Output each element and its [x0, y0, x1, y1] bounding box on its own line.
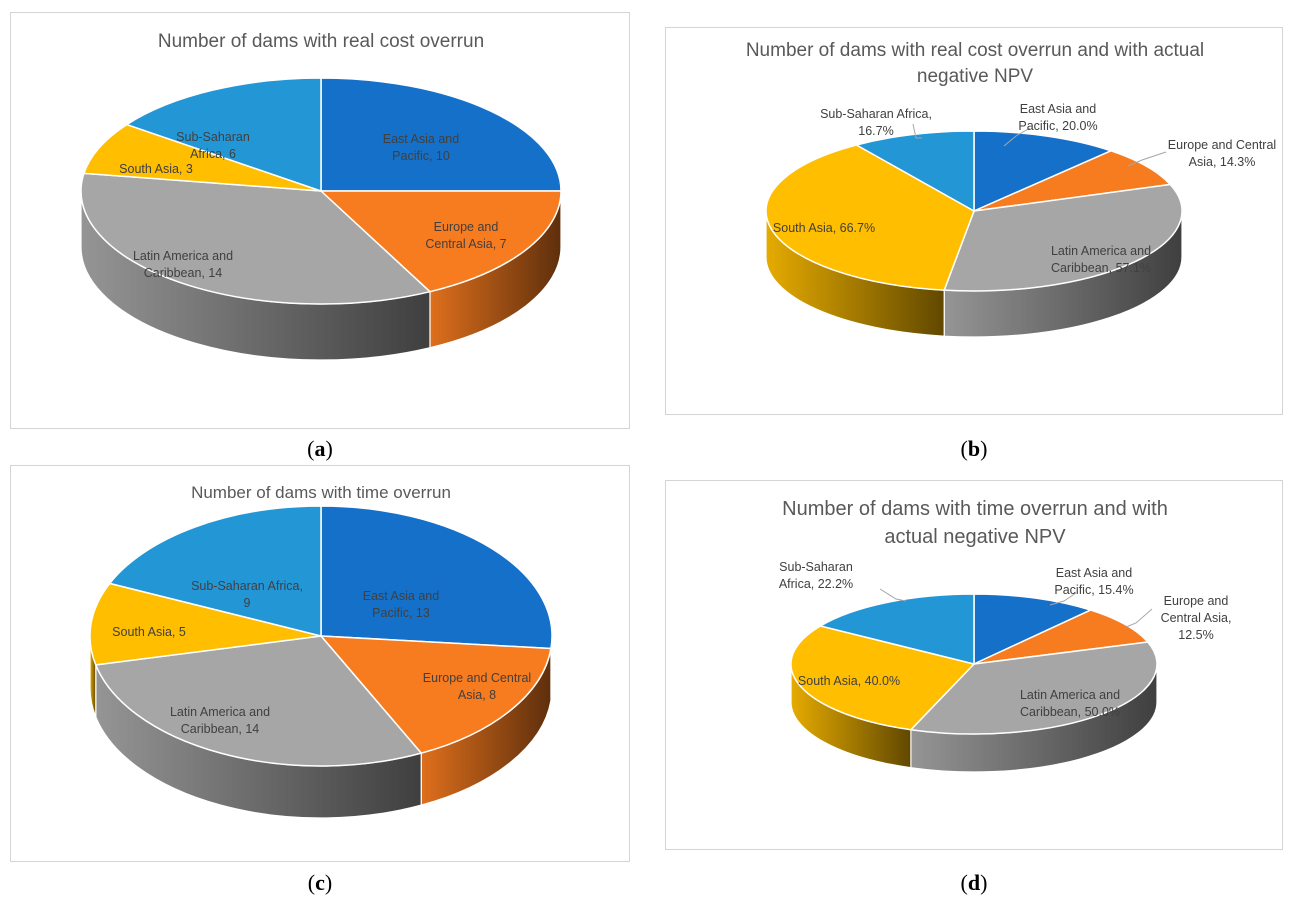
- chart-title: Number of dams with time overrun and wit…: [782, 498, 1168, 520]
- data-label-sub-saharan-africa: Sub-Saharan Africa, 6: [176, 130, 250, 161]
- pie-slice-europe-central-asia: [319, 190, 562, 293]
- pie-slice-south-asia: [790, 625, 976, 731]
- data-label-sub-saharan-africa: Sub-Saharan Africa, 16.7%: [820, 107, 932, 138]
- chart-title: Number of dams with real cost overrun: [158, 31, 484, 52]
- caption-d: (d): [960, 870, 988, 895]
- pie-slice-sub-saharan-africa: [818, 593, 975, 665]
- data-label-europe-central-asia: Europe and Central Asia, 12.5%: [1161, 594, 1232, 642]
- pie-slice-east-asia: [320, 505, 553, 650]
- data-label-latin-america: Latin America and Caribbean, 14: [170, 705, 270, 736]
- data-label-latin-america: Latin America and Caribbean, 14: [133, 249, 233, 280]
- pie-slice-europe-central-asia: [319, 635, 552, 754]
- leader-line-europe-central-asia: [1125, 608, 1153, 628]
- pie-chart-d: Number of dams with time overrun and wit…: [779, 498, 1232, 773]
- chart-title: negative NPV: [917, 66, 1034, 87]
- data-label-south-asia: South Asia, 3: [119, 162, 193, 176]
- pie-slice-sub-saharan-africa: [854, 130, 975, 213]
- pie-slice-east-asia: [973, 130, 1114, 213]
- data-label-south-asia: South Asia, 5: [112, 625, 186, 639]
- pie-slice-sub-saharan-africa: [108, 505, 322, 637]
- chart-title: Number of dams with time overrun: [191, 483, 451, 502]
- chart-panel-b: Number of dams with real cost overrun an…: [665, 27, 1283, 415]
- data-label-europe-central-asia: Europe and Central Asia, 14.3%: [1168, 138, 1276, 169]
- data-label-sub-saharan-africa: Sub-Saharan Africa, 22.2%: [779, 560, 853, 591]
- leader-line-east-asia: [1049, 592, 1077, 606]
- pie-chart-c: Number of dams with time overrun East Asi…: [89, 483, 553, 819]
- pie-slice-sub-saharan-africa: [125, 77, 322, 193]
- pie-chart-b: Number of dams with real cost overrun an…: [746, 40, 1276, 338]
- pie-slice-europe-central-asia: [973, 149, 1172, 212]
- pie-slice-latin-america: [94, 635, 423, 767]
- chart-title: actual negative NPV: [884, 526, 1066, 548]
- data-label-east-asia: East Asia and Pacific, 15.4%: [1054, 566, 1133, 597]
- data-label-east-asia: East Asia and Pacific, 13: [363, 589, 439, 620]
- data-label-europe-central-asia: Europe and Central Asia, 8: [423, 671, 531, 702]
- pie-slice-south-asia: [82, 123, 322, 192]
- data-label-latin-america: Latin America and Caribbean, 50.0%: [1020, 688, 1120, 719]
- pie-slice-south-asia: [765, 144, 975, 291]
- data-label-south-asia: South Asia, 66.7%: [773, 221, 875, 235]
- pie-slice-east-asia: [973, 593, 1093, 666]
- pie-slice-latin-america: [943, 183, 1183, 292]
- pie-chart-a: Number of dams with real cost overrun Eas…: [80, 31, 562, 361]
- data-label-south-asia: South Asia, 40.0%: [798, 674, 900, 688]
- chart-panel-c: Number of dams with time overrun East Asi…: [10, 465, 630, 862]
- leader-line-sub-saharan-africa: [912, 123, 922, 139]
- leader-line-sub-saharan-africa: [879, 588, 907, 602]
- data-label-latin-america: Latin America and Caribbean, 57.1%: [1051, 244, 1151, 275]
- caption-a: (a): [307, 436, 333, 461]
- pie-slice-europe-central-asia: [973, 609, 1150, 665]
- caption-b: (b): [960, 436, 988, 461]
- leader-line-east-asia: [1003, 127, 1031, 147]
- data-label-east-asia: East Asia and Pacific, 10: [383, 132, 459, 163]
- pie-slice-east-asia: [320, 77, 562, 192]
- pie-slice-latin-america: [80, 172, 432, 305]
- chart-panel-a: Number of dams with real cost overrun Eas…: [10, 12, 630, 429]
- data-label-east-asia: East Asia and Pacific, 20.0%: [1018, 102, 1097, 133]
- pie-slice-south-asia: [89, 582, 322, 666]
- data-label-sub-saharan-africa: Sub-Saharan Africa, 9: [191, 579, 303, 610]
- chart-title: Number of dams with real cost overrun an…: [746, 40, 1204, 61]
- data-label-europe-central-asia: Europe and Central Asia, 7: [425, 220, 506, 251]
- leader-line-europe-central-asia: [1127, 151, 1167, 167]
- chart-panel-d: Number of dams with time overrun and wit…: [665, 480, 1283, 850]
- pie-slice-latin-america: [909, 641, 1158, 735]
- caption-c: (c): [307, 870, 333, 895]
